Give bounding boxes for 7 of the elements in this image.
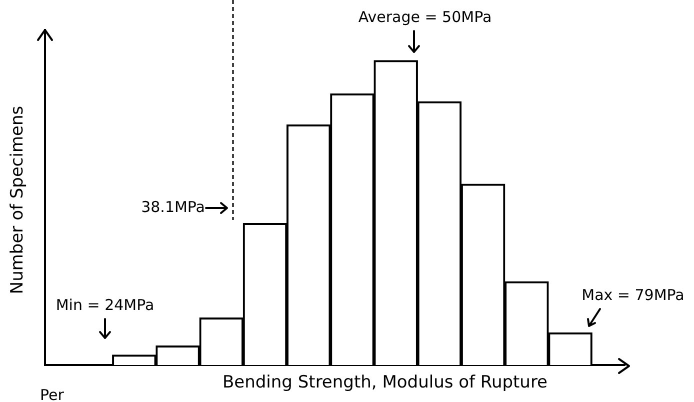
y-axis-title: Number of Specimens [7, 106, 28, 294]
annotation: 38.1MPa [141, 198, 205, 216]
text: Average = 50MPa [358, 8, 492, 26]
text: Per [40, 386, 65, 402]
annotation: Max = 79MPa [582, 286, 684, 304]
x-axis-title: Bending Strength, Modulus of Rupture [222, 372, 548, 392]
annotation: Min = 24MPa [56, 296, 154, 314]
